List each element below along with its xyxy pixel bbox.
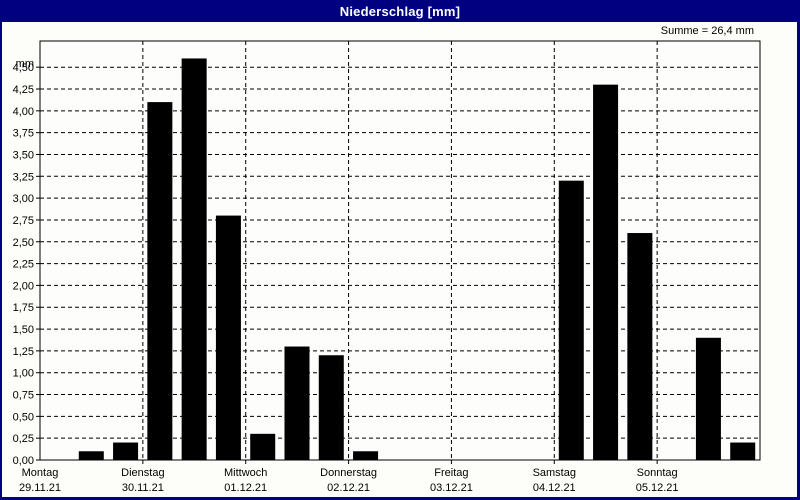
y-tick-label: 2,25 <box>13 259 34 271</box>
bar-samstag-3 <box>627 233 653 460</box>
y-tick-label: 4,25 <box>13 84 34 96</box>
y-axis-unit-label: mm <box>16 58 34 70</box>
title-bar: Niederschlag [mm] <box>0 0 800 22</box>
bar-dienstag-2 <box>181 58 207 460</box>
y-tick-label: 3,75 <box>13 128 34 140</box>
day-label-date: 30.11.21 <box>122 482 164 494</box>
day-label-date: 29.11.21 <box>19 482 61 494</box>
day-label-date: 03.12.21 <box>430 482 473 494</box>
y-tick-label: 1,50 <box>13 324 34 336</box>
bar-dienstag-3 <box>215 215 241 460</box>
day-label-date: 01.12.21 <box>224 482 267 494</box>
y-tick-label: 0,50 <box>13 411 34 423</box>
day-label-weekday: Freitag <box>434 467 468 479</box>
y-tick-label: 4,00 <box>13 106 34 118</box>
y-tick-label: 3,50 <box>13 149 34 161</box>
y-tick-label: 0,25 <box>13 433 34 445</box>
day-label-weekday: Mittwoch <box>224 467 267 479</box>
bar-mittwoch-3 <box>318 355 344 460</box>
window-border-left <box>0 22 2 500</box>
y-tick-label: 2,75 <box>13 215 34 227</box>
bar-samstag-2 <box>593 84 619 460</box>
y-tick-label: 1,25 <box>13 346 34 358</box>
day-label-date: 04.12.21 <box>533 482 576 494</box>
bar-dienstag-1 <box>147 102 173 461</box>
day-label-date: 05.12.21 <box>636 482 679 494</box>
day-label-weekday: Montag <box>22 467 59 479</box>
plot-frame <box>39 40 761 461</box>
y-tick-label: 2,00 <box>13 280 34 292</box>
bar-montag-3 <box>113 442 139 460</box>
y-tick-label: 1,00 <box>13 368 34 380</box>
bar-mittwoch-1 <box>250 433 276 460</box>
window-border-right <box>797 22 800 500</box>
sum-label: Summe = 26,4 mm <box>660 25 754 37</box>
bar-samstag-1 <box>558 180 584 460</box>
window-title: Niederschlag [mm] <box>339 3 461 19</box>
bar-sonntag-3 <box>730 442 756 460</box>
bar-mittwoch-2 <box>284 346 310 460</box>
y-tick-label: 3,25 <box>13 171 34 183</box>
day-label-weekday: Dienstag <box>121 467 164 479</box>
day-label-weekday: Donnerstag <box>320 467 377 479</box>
bar-montag-2 <box>78 451 104 460</box>
day-label-weekday: Samstag <box>533 467 576 479</box>
y-tick-label: 1,75 <box>13 302 34 314</box>
y-tick-label: 0,75 <box>13 390 34 402</box>
y-tick-label: 3,00 <box>13 193 34 205</box>
y-tick-label: 0,00 <box>13 455 34 467</box>
bar-donnerstag-1 <box>353 451 379 460</box>
window-border-bottom <box>0 497 800 500</box>
y-tick-label: 2,50 <box>13 237 34 249</box>
bar-sonntag-2 <box>695 337 721 460</box>
y-tick-label: 4,50 <box>13 62 34 74</box>
day-label-date: 02.12.21 <box>327 482 370 494</box>
day-label-weekday: Sonntag <box>637 467 678 479</box>
